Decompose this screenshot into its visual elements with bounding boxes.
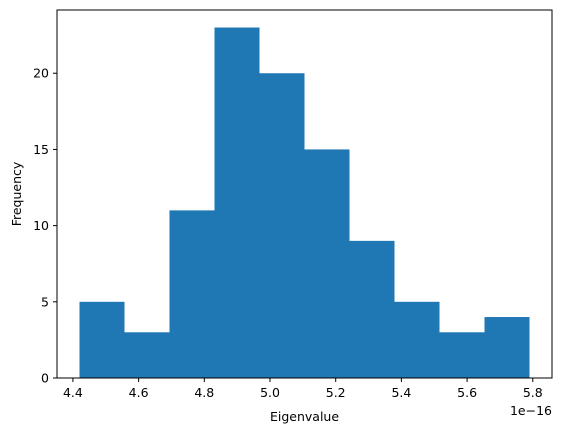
histogram-bar <box>349 240 395 378</box>
y-tick-label: 15 <box>33 142 49 157</box>
x-axis-label: Eigenvalue <box>270 409 339 424</box>
histogram-bar <box>394 301 440 378</box>
histogram-bar <box>124 332 170 378</box>
y-tick-label: 20 <box>33 66 49 81</box>
x-axis-offset-label: 1e−16 <box>510 403 552 418</box>
histogram-bar <box>169 210 215 378</box>
x-tick-label: 5.8 <box>523 385 543 400</box>
histogram-bar <box>214 27 260 379</box>
histogram-bar <box>484 317 530 378</box>
histogram-bar <box>79 301 125 378</box>
y-tick-label: 10 <box>33 218 49 233</box>
x-tick-label: 5.6 <box>457 385 477 400</box>
histogram-bars <box>79 27 530 379</box>
x-tick-label: 4.8 <box>194 385 214 400</box>
histogram-bar <box>259 73 305 378</box>
x-axis-ticks: 4.4 4.6 4.8 5.0 5.2 5.4 5.6 5.8 <box>63 378 543 400</box>
y-axis-label: Frequency <box>9 161 24 226</box>
histogram-bar <box>304 149 350 378</box>
x-tick-label: 4.6 <box>129 385 149 400</box>
x-tick-label: 4.4 <box>63 385 83 400</box>
x-tick-label: 5.0 <box>260 385 280 400</box>
y-axis-ticks: 0 5 10 15 20 <box>33 66 57 386</box>
y-tick-label: 5 <box>41 294 49 309</box>
histogram-bar <box>439 332 485 378</box>
y-tick-label: 0 <box>41 371 49 386</box>
x-tick-label: 5.4 <box>391 385 411 400</box>
x-tick-label: 5.2 <box>326 385 346 400</box>
plot-frame <box>56 9 553 379</box>
